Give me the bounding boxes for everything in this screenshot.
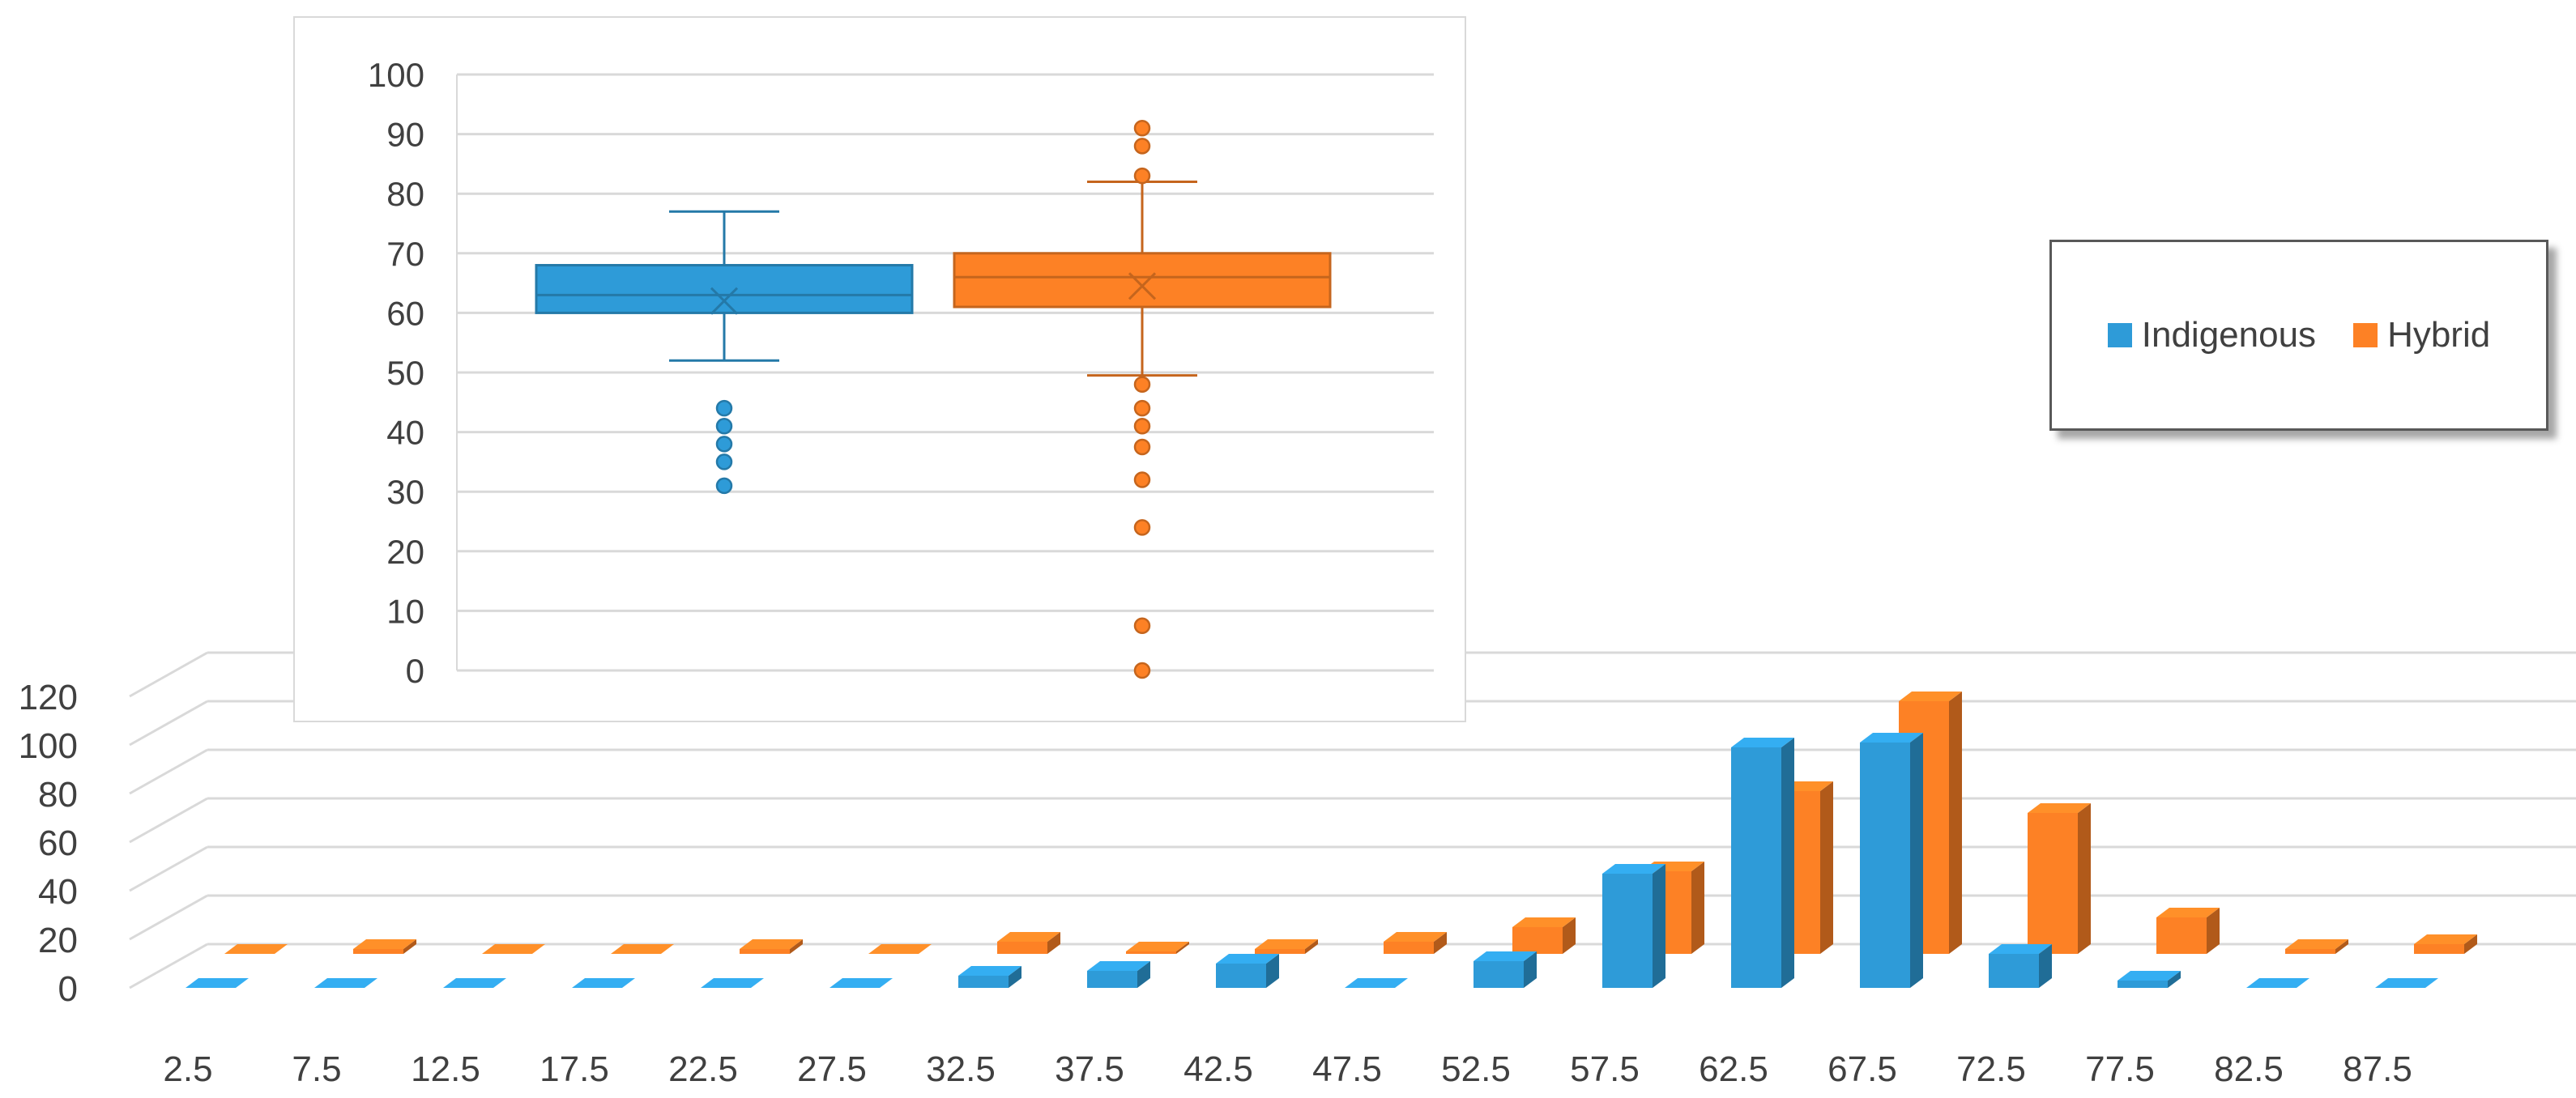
x-tick-label: 52.5: [1441, 1049, 1511, 1089]
bar-indigenous: [958, 966, 1021, 988]
boxplot-y-tick-label: 40: [386, 414, 424, 452]
y-tick-label: 20: [38, 921, 78, 960]
x-tick-label: 17.5: [540, 1049, 609, 1089]
bar-hybrid: [1255, 939, 1318, 954]
outlier-point: [1133, 662, 1151, 679]
outlier-point: [1133, 471, 1151, 488]
x-tick-label: 22.5: [668, 1049, 738, 1089]
bar-hybrid: [1384, 932, 1447, 954]
bar-hybrid: [1512, 917, 1576, 954]
bar-indigenous: [701, 978, 764, 989]
bar-indigenous: [1216, 954, 1279, 988]
bar-indigenous: [1345, 978, 1408, 989]
bar-indigenous: [1474, 951, 1537, 988]
boxplot-y-tick-label: 90: [386, 116, 424, 154]
x-tick-label: 67.5: [1828, 1049, 1897, 1089]
boxplot-y-tick-label: 0: [406, 652, 424, 690]
bar-hybrid: [353, 939, 416, 954]
outlier-point: [715, 399, 733, 417]
bar-indigenous: [572, 978, 635, 989]
boxplot-y-tick-label: 20: [386, 533, 424, 571]
outlier-point: [1133, 376, 1151, 393]
x-tick-label: 47.5: [1312, 1049, 1382, 1089]
y-tick-label: 80: [38, 775, 78, 815]
bar-indigenous: [1860, 733, 1923, 988]
bar-hybrid: [482, 944, 545, 955]
outlier-point: [1133, 399, 1151, 417]
bar-hybrid: [1126, 942, 1189, 954]
bar-hybrid: [224, 944, 288, 955]
boxplot-y-tick-label: 70: [386, 235, 424, 273]
x-tick-label: 27.5: [797, 1049, 867, 1089]
x-tick-label: 72.5: [1956, 1049, 2026, 1089]
boxplot-y-tick-label: 100: [368, 56, 424, 94]
outlier-point: [1133, 417, 1151, 435]
histogram-bars: [186, 692, 2477, 989]
y-tick-label: 60: [38, 824, 78, 863]
legend-label-hybrid: Hybrid: [2387, 315, 2491, 355]
bar-hybrid: [740, 939, 803, 954]
legend-item-indigenous: Indigenous: [2107, 315, 2317, 355]
outlier-point: [1133, 138, 1151, 155]
y-tick-label: 0: [58, 969, 78, 1009]
bar-hybrid: [2156, 908, 2220, 954]
legend-item-hybrid: Hybrid: [2353, 315, 2490, 355]
x-tick-label: 87.5: [2343, 1049, 2412, 1089]
outlier-point: [715, 436, 733, 453]
bar-indigenous: [2118, 971, 2181, 988]
x-tick-label: 2.5: [163, 1049, 212, 1089]
legend-swatch-hybrid: [2353, 323, 2378, 347]
legend-label-indigenous: Indigenous: [2141, 315, 2317, 355]
x-tick-label: 7.5: [292, 1049, 341, 1089]
bar-indigenous: [314, 978, 377, 989]
bar-indigenous: [443, 978, 506, 989]
x-tick-label: 12.5: [411, 1049, 480, 1089]
x-tick-label: 32.5: [926, 1049, 996, 1089]
bar-hybrid: [2028, 803, 2091, 954]
y-tick-label: 40: [38, 872, 78, 912]
outlier-point: [1133, 119, 1151, 137]
outlier-point: [715, 453, 733, 470]
legend-swatch-indigenous: [2107, 323, 2132, 347]
boxplot-hybrid: [953, 119, 1332, 679]
boxplot-indigenous: [535, 210, 914, 495]
y-tick-label: 120: [19, 678, 78, 717]
y-tick-label: 100: [19, 726, 78, 766]
chart-legend: Indigenous Hybrid: [2049, 240, 2548, 431]
boxplot-y-tick-label: 10: [386, 592, 424, 630]
bar-indigenous: [2375, 978, 2438, 989]
bar-hybrid: [2285, 939, 2348, 954]
bar-indigenous: [1087, 961, 1150, 988]
outlier-point: [1133, 519, 1151, 536]
bar-hybrid: [611, 944, 674, 955]
outlier-point: [715, 417, 733, 435]
boxplot-y-tick-label: 80: [386, 175, 424, 213]
outlier-point: [715, 477, 733, 495]
bar-hybrid: [997, 932, 1060, 954]
bar-hybrid: [2414, 934, 2477, 954]
x-tick-label: 42.5: [1184, 1049, 1253, 1089]
boxplot-y-tick-label: 30: [386, 473, 424, 511]
x-tick-label: 82.5: [2214, 1049, 2284, 1089]
bar-hybrid: [868, 944, 932, 955]
histogram-y-axis: 0 20 40 60 80 100 120: [19, 678, 78, 1009]
boxplot-y-tick-label: 60: [386, 294, 424, 332]
bar-indigenous: [2246, 978, 2309, 989]
bar-indigenous: [1989, 944, 2052, 988]
outlier-point: [1133, 167, 1151, 185]
x-tick-label: 57.5: [1570, 1049, 1640, 1089]
x-tick-label: 77.5: [2085, 1049, 2155, 1089]
boxplot-inset: 0 10 20 30 40 50 60 70 80 90 100: [293, 16, 1466, 722]
histogram-x-axis: 2.5 7.5 12.5 17.5 22.5 27.5 32.5 37.5 42.5 47.5 52…: [163, 1049, 2412, 1089]
outlier-point: [1133, 617, 1151, 635]
x-tick-label: 37.5: [1055, 1049, 1124, 1089]
boxplot-chart: 0 10 20 30 40 50 60 70 80 90 100: [368, 56, 1434, 690]
outlier-point: [1133, 438, 1151, 456]
bar-indigenous: [186, 978, 249, 989]
bar-indigenous: [1602, 864, 1665, 988]
boxplot-y-tick-label: 50: [386, 354, 424, 392]
bar-indigenous: [830, 978, 893, 989]
x-tick-label: 62.5: [1699, 1049, 1768, 1089]
bar-indigenous: [1731, 738, 1794, 988]
